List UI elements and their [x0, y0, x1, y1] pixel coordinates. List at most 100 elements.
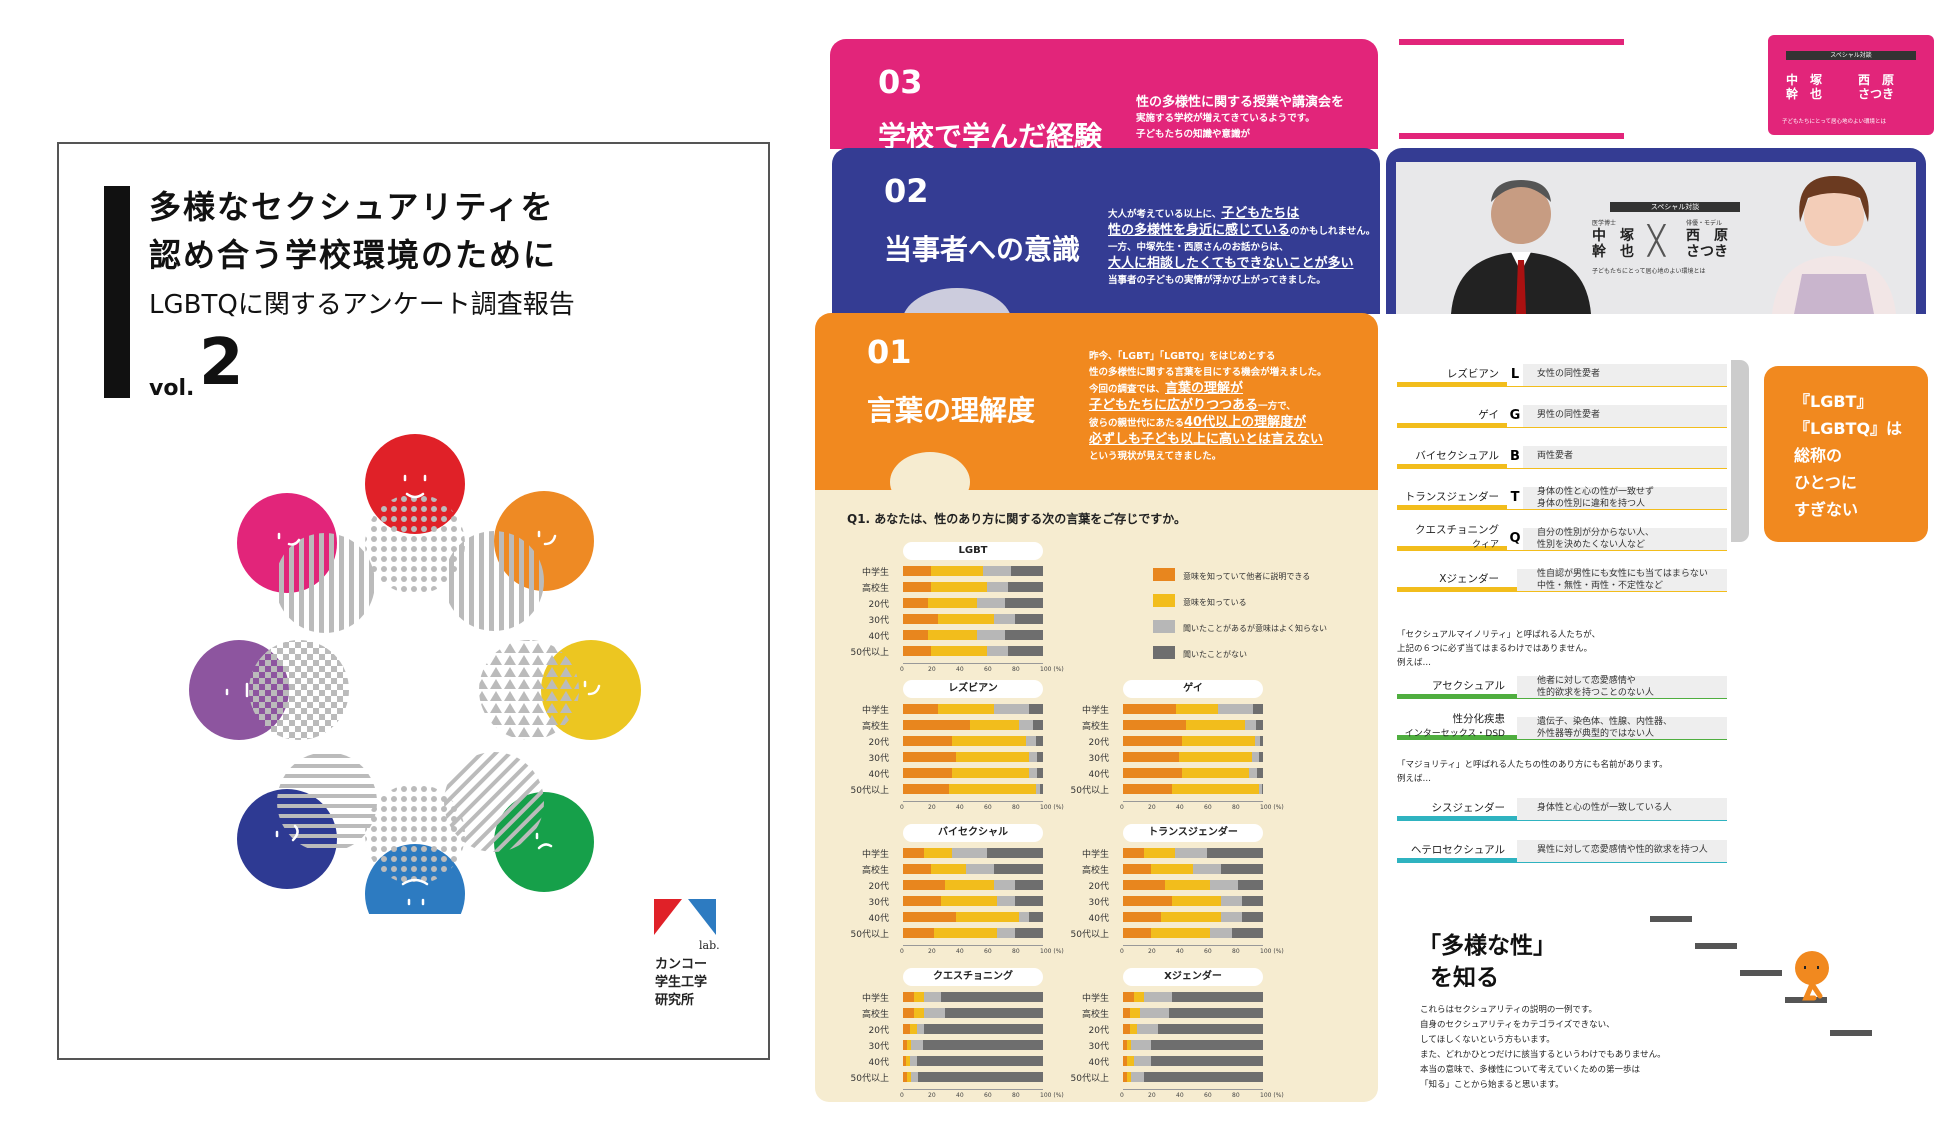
- bar-segment: [903, 630, 929, 640]
- bar-segment: [1130, 1024, 1137, 1034]
- bar-segment: [903, 768, 952, 778]
- role-1: 医学博士: [1592, 220, 1617, 227]
- category-label: 20代: [1088, 738, 1109, 748]
- stacked-bar: [1123, 704, 1263, 714]
- stacked-bar: [903, 720, 1043, 730]
- chart-title: Xジェンダー: [1123, 968, 1263, 986]
- pink-strip-top: [1399, 39, 1624, 45]
- know-title-2: を知る: [1430, 965, 1499, 991]
- special-mini-badge: スペシャル対談: [1786, 51, 1916, 60]
- term-label: ヘテロセクシュアル: [1410, 844, 1505, 856]
- term-definitions: レズビアン L 女性の同性愛者 ゲイ G 男性の同性愛者 バイセクシュアル B 両性愛者 トランス…: [1397, 360, 1727, 880]
- tick-label: 80: [1012, 1092, 1020, 1099]
- bar-segment: [1035, 784, 1041, 794]
- bar-segment: [1134, 1056, 1151, 1066]
- tick-label: 0: [900, 804, 904, 811]
- bar-segment: [952, 736, 1027, 746]
- definition-text: 異性に対して恋愛感情や性的欲求を持つ人: [1537, 845, 1708, 855]
- bar-segment: [1172, 784, 1259, 794]
- category-label: 40代: [868, 770, 889, 780]
- bar-segment: [938, 614, 994, 624]
- stacked-bar: [903, 598, 1043, 608]
- definition-box: [1517, 446, 1727, 468]
- bar-segment: [903, 566, 931, 576]
- definition-box: [1517, 364, 1727, 386]
- stacked-bar: [903, 992, 1043, 1002]
- speaker-1-name: 中 塚幹 也: [1592, 228, 1634, 260]
- bar-segment: [1123, 992, 1135, 1002]
- org-line: 学生工学: [655, 975, 708, 990]
- letter-badge: Q: [1507, 528, 1523, 550]
- tick-label: 80: [1232, 948, 1240, 955]
- bar-segment: [1010, 566, 1043, 576]
- bar-segment: [1037, 752, 1043, 762]
- tick-label: 20: [1148, 948, 1156, 955]
- bar-segment: [1242, 896, 1263, 906]
- cover-vol-number: 2: [199, 326, 244, 400]
- tick-label: 40: [1176, 1092, 1184, 1099]
- bar-segment: [910, 1024, 917, 1034]
- category-label: 40代: [1088, 770, 1109, 780]
- term-label: ゲイ: [1478, 409, 1499, 421]
- special-badge: スペシャル対談: [1610, 202, 1740, 212]
- term-label: トランスジェンダー: [1404, 491, 1499, 503]
- legend-item: 聞いたことがない: [1153, 642, 1327, 661]
- bar-segment: [933, 928, 997, 938]
- bar-segment: [903, 992, 915, 1002]
- stacked-bar: [903, 630, 1043, 640]
- term-label: Xジェンダー: [1439, 573, 1499, 585]
- chart-title: トランスジェンダー: [1123, 824, 1263, 842]
- bar-segment: [1019, 912, 1029, 922]
- bar-segment: [1123, 720, 1186, 730]
- bar-segment: [903, 896, 941, 906]
- category-label: 50代以上: [1070, 786, 1109, 796]
- bar-segment: [922, 1040, 1043, 1050]
- bar-segment: [1131, 1040, 1151, 1050]
- tick-label: 20: [928, 804, 936, 811]
- bar-segment: [1144, 848, 1175, 858]
- bar-segment: [1150, 1056, 1263, 1066]
- bar-segment: [1253, 704, 1263, 714]
- bar-segment: [1206, 848, 1263, 858]
- bar-segment: [1005, 630, 1043, 640]
- stacked-bar: [1123, 880, 1263, 890]
- bar-segment: [903, 614, 938, 624]
- category-label: 40代: [868, 632, 889, 642]
- stacked-bar: [903, 848, 1043, 858]
- bar-segment: [1123, 1024, 1130, 1034]
- bar-segment: [970, 720, 1020, 730]
- bar-segment: [931, 864, 966, 874]
- special-mini-names2: 西 原さつき: [1858, 73, 1895, 101]
- stacked-bar: [1123, 864, 1263, 874]
- category-label: 50代以上: [850, 648, 889, 658]
- category-label: 中学生: [861, 706, 889, 716]
- tick-label: 80: [1012, 804, 1020, 811]
- bar-segment: [940, 992, 1043, 1002]
- tick-label: 60: [984, 1092, 992, 1099]
- category-label: 30代: [868, 616, 889, 626]
- bar-segment: [1008, 582, 1043, 592]
- bar-segment: [996, 896, 1015, 906]
- stacked-bar: [1123, 752, 1263, 762]
- section-03-number: 03: [878, 63, 923, 101]
- org-line: 研究所: [655, 993, 695, 1008]
- bar-segment: [945, 880, 994, 890]
- bar-segment: [903, 1008, 915, 1018]
- stacked-bar: [1123, 768, 1263, 778]
- bar-segment: [1019, 720, 1034, 730]
- bar-segment: [1241, 912, 1263, 922]
- bar-segment: [911, 1072, 919, 1082]
- stacked-bar: [903, 646, 1043, 656]
- lab-label: lab.: [699, 939, 720, 952]
- x-axis: [1123, 945, 1263, 946]
- callout-text: 『LGBT』 『LGBTQ』は 総称の ひとつに すぎない: [1794, 392, 1903, 519]
- bar-segment: [903, 784, 950, 794]
- bar-segment: [994, 614, 1015, 624]
- bar-segment: [977, 630, 1006, 640]
- category-label: 30代: [1088, 754, 1109, 764]
- stacked-bar: [1123, 848, 1263, 858]
- bar-segment: [916, 1056, 1043, 1066]
- bar-segment: [1008, 646, 1043, 656]
- bar-segment: [1258, 784, 1262, 794]
- stacked-bar: [1123, 896, 1263, 906]
